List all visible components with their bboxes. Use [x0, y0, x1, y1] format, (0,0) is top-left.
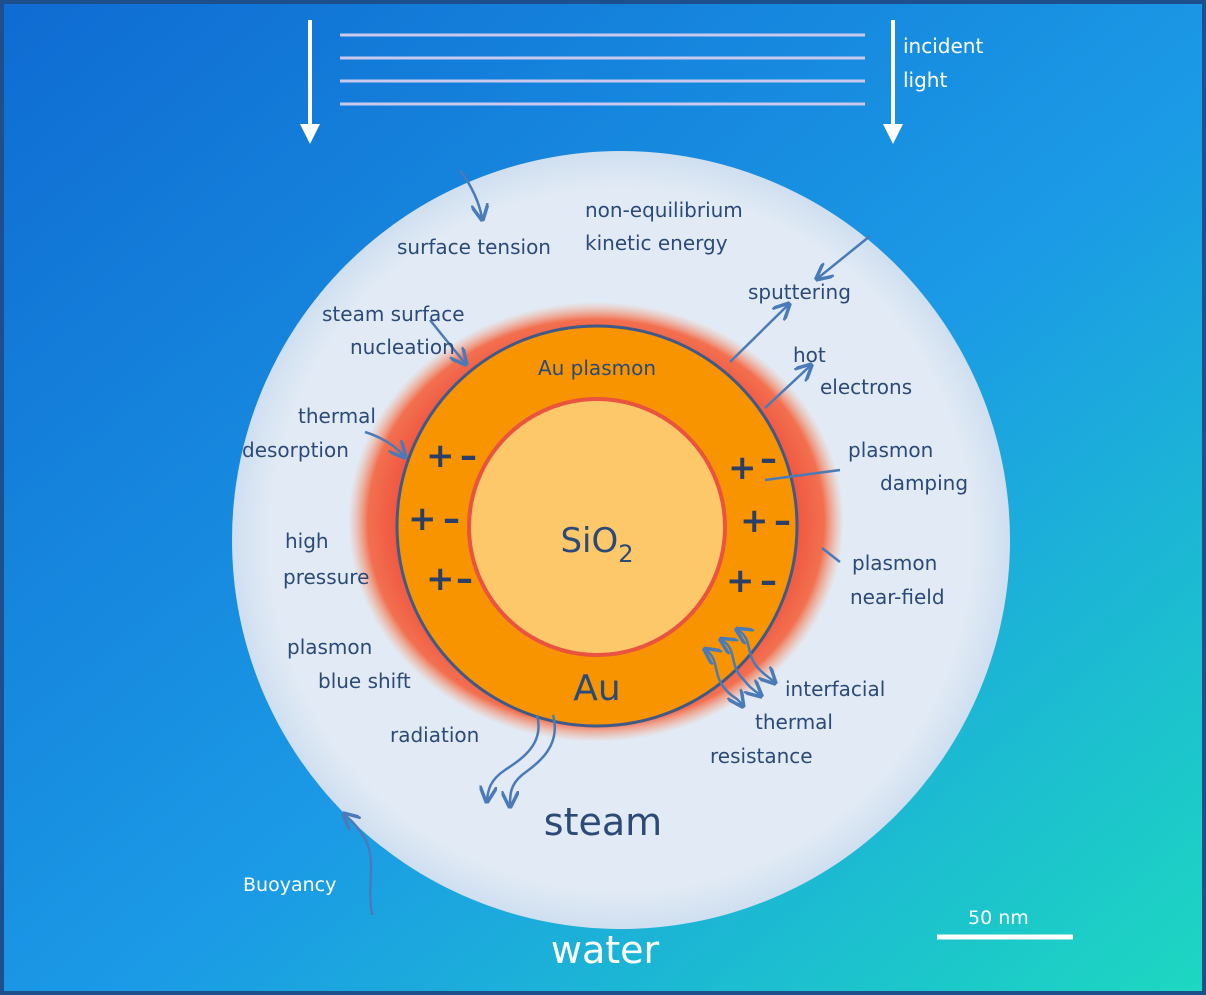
label: plasmon	[848, 438, 933, 462]
label: SiO	[560, 521, 618, 561]
label: pressure	[283, 565, 369, 589]
label: near-field	[850, 585, 945, 609]
label: Au plasmon	[538, 356, 656, 380]
label: 50 nm	[968, 907, 1029, 929]
label: interfacial	[785, 677, 885, 701]
label: non-equilibrium	[585, 198, 743, 222]
charge: –	[456, 559, 473, 599]
diagram: incident light non-equilibrium kinetic e…	[0, 0, 1206, 995]
charge: –	[460, 436, 477, 476]
label: damping	[880, 471, 968, 495]
label: sputtering	[748, 280, 851, 304]
charge: +	[728, 448, 757, 488]
label: water	[551, 928, 660, 972]
page: Plasmonic nanoparticle steam generation …	[0, 0, 1206, 995]
subscript: 2	[618, 540, 633, 568]
charge: –	[760, 561, 777, 601]
charge: +	[726, 561, 755, 601]
label: plasmon	[287, 635, 372, 659]
label: desorption	[242, 438, 349, 462]
label: high	[285, 529, 329, 553]
label: steam surface	[322, 302, 465, 326]
body: incident light non-equilibrium kinetic e…	[0, 0, 1206, 995]
label: Au	[573, 668, 620, 709]
label: kinetic energy	[585, 231, 728, 255]
charge: –	[443, 499, 460, 539]
label: electrons	[820, 375, 912, 399]
label: incident	[903, 34, 983, 58]
charge: +	[426, 436, 455, 476]
label: radiation	[390, 723, 479, 747]
label: Buoyancy	[243, 874, 336, 896]
label: blue shift	[318, 669, 411, 693]
label: hot	[793, 343, 826, 367]
charge: +	[408, 499, 437, 539]
label: steam	[544, 800, 662, 844]
charge: –	[760, 439, 777, 479]
charge: +	[740, 501, 769, 541]
charge: +	[426, 559, 455, 599]
label: plasmon	[852, 551, 937, 575]
label: thermal	[755, 710, 833, 734]
charge: –	[774, 501, 791, 541]
label: surface tension	[397, 235, 551, 259]
label: thermal	[298, 404, 376, 428]
label: nucleation	[350, 335, 455, 359]
label: light	[903, 68, 947, 92]
label: resistance	[710, 744, 813, 768]
